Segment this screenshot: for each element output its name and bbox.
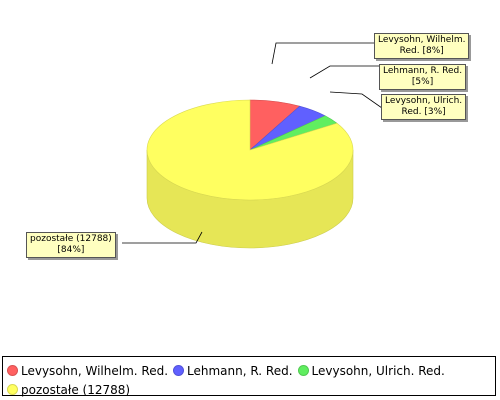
callout-slice-0-line-1: Levysohn, Wilhelm. [378, 35, 466, 45]
callout-slice-2: Levysohn, Ulrich. Red. [3%] [381, 94, 467, 120]
legend-item-0: Levysohn, Wilhelm. Red. [7, 364, 168, 378]
callout-slice-2-line-1: Levysohn, Ulrich. [385, 96, 463, 106]
chart-legend: Levysohn, Wilhelm. Red. Lehmann, R. Red.… [2, 356, 496, 399]
callout-slice-3: pozostałe (12788) [84%] [26, 232, 116, 258]
leader-line-2 [329, 91, 383, 109]
leader-line-0 [271, 42, 375, 65]
callout-slice-1: Lehmann, R. Red. [5%] [379, 64, 467, 90]
legend-label-2: Levysohn, Ulrich. Red. [311, 363, 445, 378]
callout-slice-0: Levysohn, Wilhelm. Red. [8%] [374, 33, 470, 59]
legend-swatch-3 [7, 384, 18, 395]
legend-item-3: pozostałe (12788) [7, 383, 130, 397]
leader-line-3 [122, 231, 203, 244]
leader-line-1 [309, 65, 380, 79]
legend-row-2: pozostałe (12788) [7, 380, 495, 399]
legend-item-1: Lehmann, R. Red. [173, 364, 293, 378]
pie-chart [122, 42, 383, 249]
legend-swatch-1 [173, 365, 185, 376]
legend-label-3: pozostałe (12788) [21, 382, 131, 397]
callout-slice-2-line-2: Red. [3%] [401, 107, 446, 117]
legend-swatch-2 [297, 365, 309, 376]
legend-row-1: Levysohn, Wilhelm. Red. Lehmann, R. Red.… [7, 361, 495, 380]
legend-label-0: Levysohn, Wilhelm. Red. [21, 363, 169, 378]
callout-slice-3-line-1: pozostałe (12788) [30, 234, 112, 244]
legend-label-1: Lehmann, R. Red. [187, 363, 293, 378]
callout-slice-1-line-1: Lehmann, R. Red. [383, 66, 463, 76]
callout-slice-3-line-2: [84%] [57, 245, 85, 255]
legend-item-2: Levysohn, Ulrich. Red. [297, 363, 445, 378]
legend-swatch-0 [7, 365, 18, 376]
callout-slice-0-line-2: Red. [8%] [399, 46, 444, 56]
callout-slice-1-line-2: [5%] [411, 77, 434, 87]
slice-3-top [146, 99, 354, 201]
